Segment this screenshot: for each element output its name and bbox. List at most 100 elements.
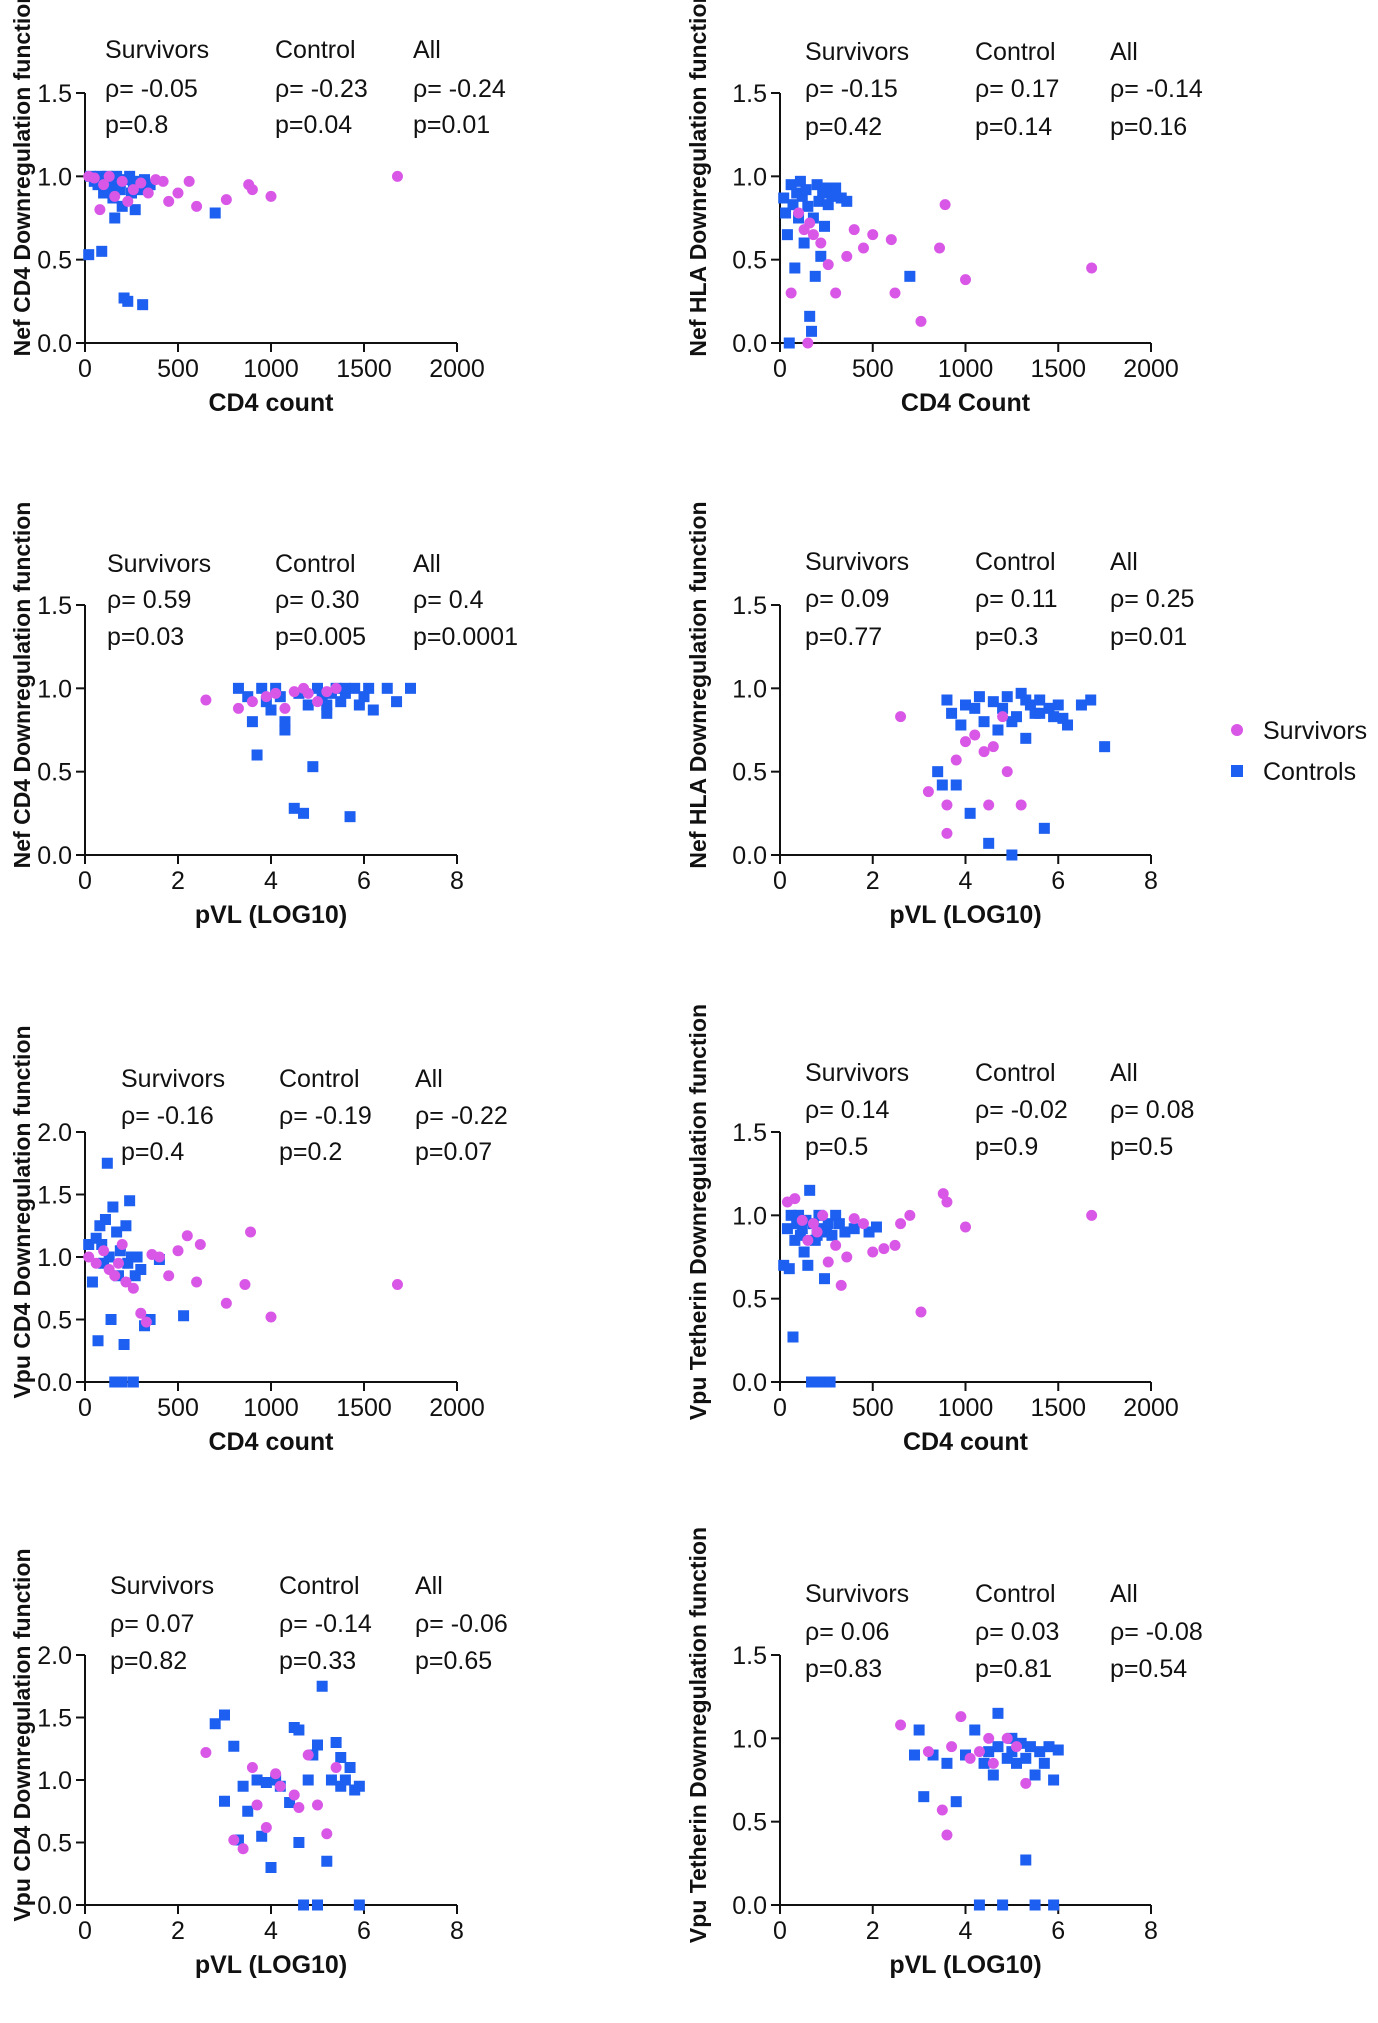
data-point-survivors — [904, 1209, 916, 1221]
data-point-controls — [811, 179, 823, 191]
x-tick-label: 0 — [773, 867, 787, 895]
data-point-survivors — [867, 229, 879, 241]
data-point-controls — [1020, 694, 1032, 706]
data-point-controls — [969, 1724, 981, 1736]
data-point-controls — [778, 1259, 790, 1271]
x-axis-label: pVL (LOG10) — [889, 901, 1041, 929]
data-point-controls — [1034, 694, 1046, 706]
data-point-controls — [358, 691, 370, 703]
x-tick-label: 1000 — [243, 355, 299, 383]
data-point-survivors — [946, 1741, 958, 1753]
data-point-survivors — [232, 702, 244, 714]
data-point-survivors — [157, 175, 169, 187]
stat-p: p=0.81 — [975, 1655, 1052, 1683]
data-point-survivors — [260, 1822, 272, 1833]
x-axis-label: CD4 Count — [901, 389, 1031, 417]
stat-p: p=0.5 — [805, 1133, 868, 1161]
data-point-controls — [101, 1157, 113, 1169]
data-point-controls — [804, 310, 816, 322]
y-tick-label: 0.5 — [732, 247, 767, 275]
data-point-controls — [780, 207, 792, 219]
data-point-controls — [978, 1757, 990, 1769]
data-point-survivors — [934, 242, 946, 254]
data-point-survivors — [239, 1279, 251, 1290]
data-point-survivors — [987, 741, 999, 753]
stat-rho: ρ= -0.16 — [121, 1102, 214, 1130]
data-point-controls — [1099, 741, 1111, 753]
data-point-survivors — [889, 1239, 901, 1251]
stat-group-label: All — [1110, 1580, 1138, 1608]
data-point-controls — [1020, 1752, 1032, 1764]
y-axis-label: Nef CD4 Downregulation function — [9, 502, 35, 869]
data-point-controls — [94, 170, 106, 182]
data-point-survivors — [895, 711, 907, 723]
data-point-survivors — [288, 686, 300, 698]
y-axis-label: Vpu CD4 Downregulation function — [9, 1025, 35, 1398]
data-point-survivors — [937, 1188, 949, 1200]
stat-rho: ρ= 0.4 — [413, 586, 484, 614]
x-axis-label: CD4 count — [209, 1428, 335, 1456]
data-point-controls — [228, 1740, 240, 1752]
data-point-controls — [312, 1739, 323, 1751]
data-point-survivors — [127, 184, 139, 196]
y-tick-label: 0.5 — [37, 759, 72, 787]
data-point-survivors — [237, 1843, 249, 1855]
stat-rho: ρ= 0.03 — [975, 1618, 1059, 1646]
stat-group-label: Survivors — [805, 38, 909, 66]
x-axis-label: CD4 count — [209, 389, 335, 417]
stat-rho: ρ= 0.30 — [275, 586, 359, 614]
data-point-controls — [807, 212, 819, 224]
stat-group-label: Survivors — [107, 550, 211, 578]
data-point-survivors — [848, 224, 860, 236]
data-point-survivors — [98, 179, 110, 191]
data-point-controls — [946, 707, 958, 719]
data-point-controls — [83, 1239, 95, 1250]
data-point-controls — [251, 749, 263, 761]
data-point-survivors — [941, 827, 953, 839]
y-tick-label: 0.5 — [37, 1307, 72, 1335]
data-point-controls — [103, 1251, 115, 1263]
stat-rho: ρ= 0.25 — [1110, 585, 1194, 613]
data-point-controls — [789, 1234, 801, 1246]
stat-p: p=0.16 — [1110, 113, 1187, 141]
data-point-controls — [122, 295, 134, 307]
stat-p: p=0.01 — [413, 111, 490, 139]
y-axis-label: Vpu CD4 Downregulation function — [9, 1548, 35, 1921]
data-point-survivors — [983, 799, 995, 811]
data-point-controls — [109, 212, 121, 224]
stat-group-label: Control — [975, 548, 1056, 576]
data-point-controls — [90, 1232, 102, 1244]
data-point-survivors — [955, 1711, 967, 1723]
data-point-controls — [353, 1780, 365, 1792]
data-point-controls — [1020, 1854, 1032, 1866]
stat-p: p=0.2 — [279, 1138, 342, 1166]
data-point-survivors — [983, 1732, 995, 1744]
y-tick-label: 0.0 — [37, 330, 72, 358]
data-point-controls — [114, 1245, 126, 1257]
data-point-controls — [791, 187, 803, 199]
x-tick-label: 500 — [852, 1394, 894, 1422]
y-tick-label: 2.0 — [37, 1642, 72, 1670]
stat-p: p=0.77 — [805, 623, 882, 651]
data-point-controls — [819, 1273, 831, 1285]
data-point-survivors — [312, 696, 323, 708]
stat-p: p=0.3 — [975, 623, 1038, 651]
stat-group-label: Control — [275, 36, 356, 64]
y-tick-label: 1.0 — [37, 163, 72, 191]
data-point-controls — [932, 766, 944, 778]
data-point-controls — [105, 182, 117, 194]
data-point-survivors — [140, 1316, 152, 1328]
data-point-controls — [1020, 732, 1032, 744]
data-point-controls — [1006, 716, 1018, 728]
x-tick-label: 0 — [78, 867, 92, 895]
data-point-survivors — [302, 1749, 314, 1761]
data-point-survivors — [321, 686, 333, 698]
data-point-controls — [992, 724, 1004, 736]
x-tick-label: 6 — [1051, 867, 1065, 895]
data-point-controls — [1029, 1769, 1041, 1781]
data-point-survivors — [220, 194, 232, 206]
data-point-controls — [870, 1221, 882, 1233]
data-point-controls — [107, 1201, 119, 1213]
chart-p7: 0 2 4 6 8 0.0 0.5 1.0 1.5 2.0 pVL (LOG10) Vpu CD4 D… — [9, 1548, 508, 1979]
chart-p6: 0 500 1000 1500 2000 0.0 0.5 1.0 1.5 CD4 count Vpu… — [685, 1004, 1194, 1456]
